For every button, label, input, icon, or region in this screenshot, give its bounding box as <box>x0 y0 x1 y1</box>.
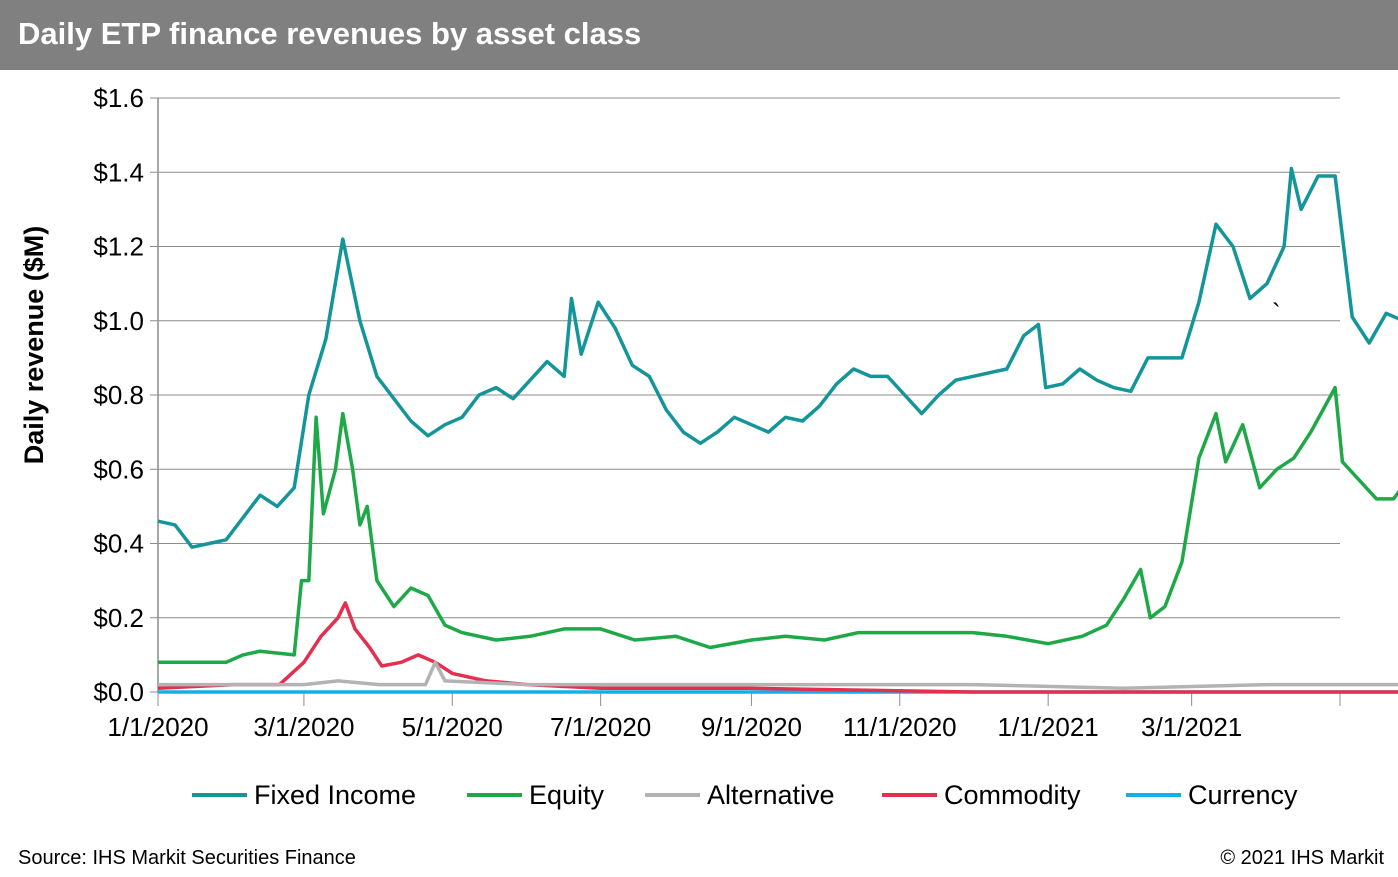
annotation-mark: ` <box>1272 298 1281 328</box>
x-tick-label: 5/1/2020 <box>402 712 503 742</box>
legend-label-commodity: Commodity <box>944 780 1081 810</box>
y-tick-label: $0.8 <box>93 380 144 410</box>
x-tick-label: 1/1/2020 <box>107 712 208 742</box>
legend-label-currency: Currency <box>1188 780 1298 810</box>
y-tick-label: $1.4 <box>93 157 144 187</box>
legend-label-fixed-income: Fixed Income <box>254 780 416 810</box>
series-line-commodity <box>157 601 1398 694</box>
gridlines <box>158 97 1340 619</box>
copyright-note: © 2021 IHS Markit <box>1220 847 1384 869</box>
y-tick-label: $0.4 <box>93 529 144 559</box>
series-line-fixed-income <box>157 166 1398 549</box>
y-tick-label: $1.2 <box>93 232 144 262</box>
title-bar: Daily ETP finance revenues by asset clas… <box>0 0 1398 70</box>
legend: Fixed Income Equity Alternative Commodity Cu… <box>192 780 1298 810</box>
x-tick-label: 7/1/2020 <box>550 712 651 742</box>
x-axis-ticks: 1/1/2020 3/1/2020 5/1/2020 7/1/2020 9/1/2020… <box>107 692 1341 742</box>
source-note: Source: IHS Markit Securities Finance <box>18 847 356 869</box>
x-tick-label: 3/1/2020 <box>253 712 354 742</box>
chart-title: Daily ETP finance revenues by asset clas… <box>18 16 642 51</box>
y-tick-label: $1.6 <box>93 83 144 113</box>
y-axis-label: Daily revenue ($M) <box>19 226 49 465</box>
legend-label-equity: Equity <box>529 780 605 810</box>
y-tick-label: $0.0 <box>93 677 144 707</box>
y-axis-ticks: $0.0 $0.2 $0.4 $0.6 $0.8 $1.0 $1.2 $1.4 $1.6 <box>93 83 158 707</box>
x-tick-label: 9/1/2020 <box>701 712 802 742</box>
series-line-equity <box>158 385 1398 665</box>
y-tick-label: $0.2 <box>93 603 144 633</box>
series-line-alternative <box>158 660 1398 691</box>
legend-label-alternative: Alternative <box>707 780 835 810</box>
x-tick-label: 11/1/2020 <box>843 712 957 742</box>
series-lines <box>157 166 1398 694</box>
y-tick-label: $0.6 <box>93 454 144 484</box>
y-tick-label: $1.0 <box>93 306 144 336</box>
x-tick-label: 3/1/2021 <box>1141 712 1242 742</box>
x-tick-label: 1/1/2021 <box>998 712 1099 742</box>
